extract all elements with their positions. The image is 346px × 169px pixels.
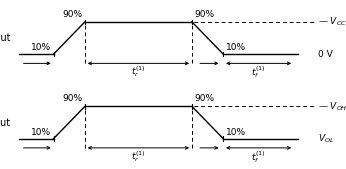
Text: Output: Output	[0, 117, 10, 128]
Text: 90%: 90%	[195, 10, 215, 19]
Text: 90%: 90%	[195, 94, 215, 103]
Text: 90%: 90%	[62, 94, 82, 103]
Text: 10%: 10%	[226, 128, 246, 137]
Text: — $V_{CC}$: — $V_{CC}$	[318, 16, 346, 28]
Text: 10%: 10%	[31, 128, 51, 137]
Text: 10%: 10%	[226, 43, 246, 52]
Text: — $V_{OH}$: — $V_{OH}$	[318, 100, 346, 113]
Text: Input: Input	[0, 33, 10, 43]
Text: $V_{OL}$: $V_{OL}$	[318, 132, 335, 145]
Text: 90%: 90%	[62, 10, 82, 19]
Text: $t_f^{(1)}$: $t_f^{(1)}$	[251, 64, 266, 80]
Text: $t_r^{(1)}$: $t_r^{(1)}$	[131, 64, 146, 79]
Text: 0 V: 0 V	[318, 50, 333, 59]
Text: $t_r^{(1)}$: $t_r^{(1)}$	[131, 149, 146, 164]
Text: $t_f^{(1)}$: $t_f^{(1)}$	[251, 149, 266, 164]
Text: 10%: 10%	[31, 43, 51, 52]
